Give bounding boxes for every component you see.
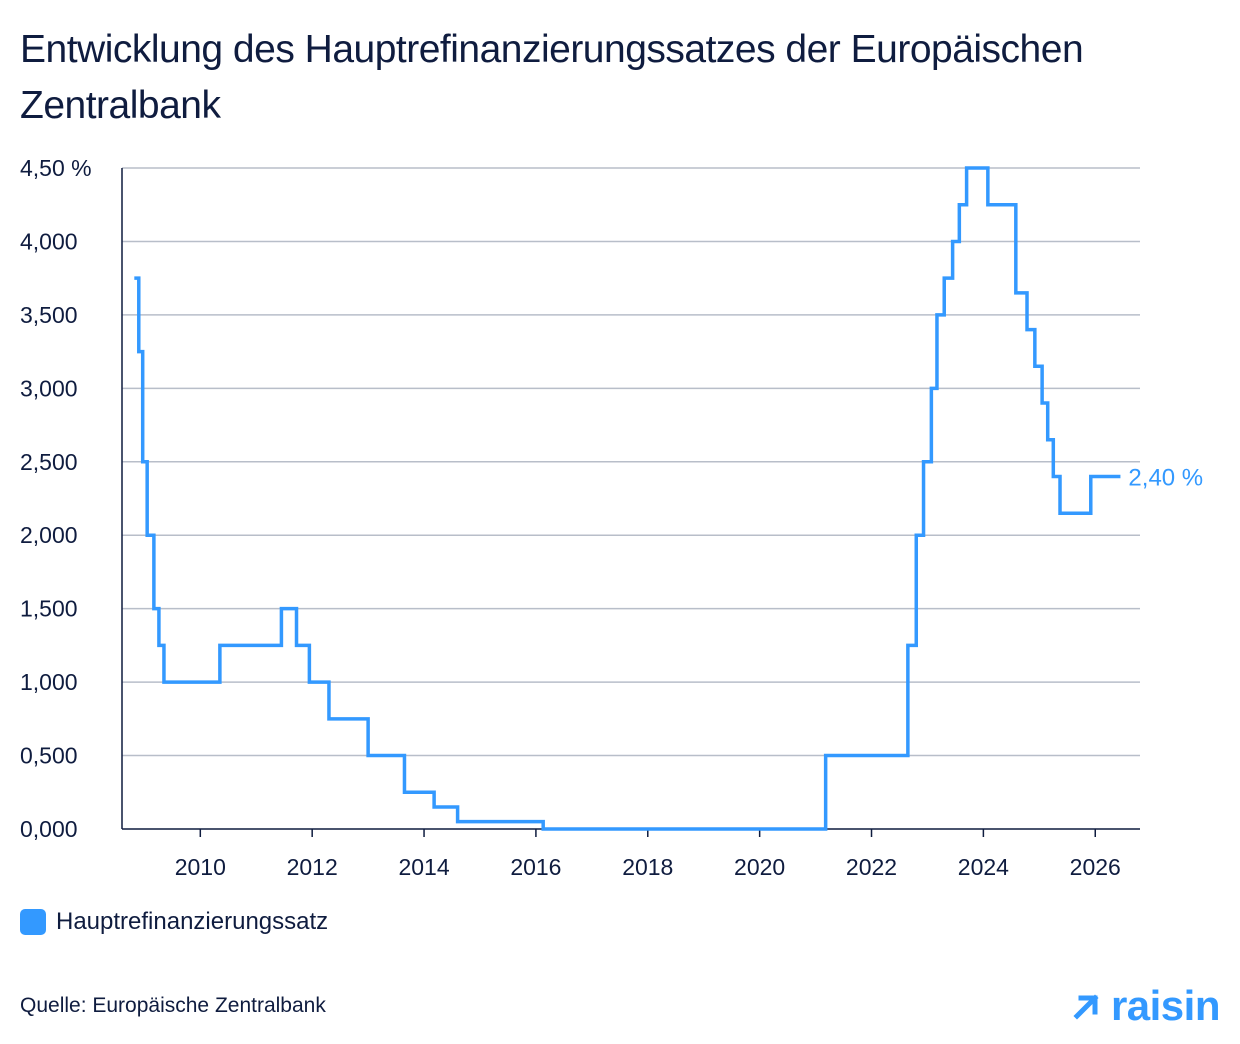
brand-name: raisin [1110,982,1221,1029]
x-tick-label: 2016 [510,854,561,880]
legend-swatch [20,909,46,935]
x-tick-labels: 2010 2012 2014 2016 2018 2020 2022 2024 2026 [175,854,1121,880]
arrow-up-right-icon [1073,994,1099,1020]
y-tick-label: 1,000 [20,669,78,695]
x-tick-label: 2022 [846,854,897,880]
x-tick-label: 2012 [287,854,338,880]
x-tick-label: 2026 [1070,854,1121,880]
x-tick-label: 2014 [398,854,449,880]
chart-title: Entwicklung des Hauptrefinanzierungssatz… [20,28,1084,127]
gridlines [122,167,1140,757]
end-value-label: 2,40 % [1128,464,1203,491]
y-tick-label: 1,500 [20,596,78,622]
legend-label: Hauptrefinanzierungssatz [56,908,329,935]
series-line [134,166,1121,831]
y-tick-label: 0,000 [20,816,78,842]
y-tick-label: 2,000 [20,522,78,548]
y-tick-label: 3,500 [20,302,78,328]
x-tick-label: 2018 [622,854,673,880]
series-layer [134,166,1121,831]
x-tick-label: 2020 [734,854,785,880]
y-tick-label: 4,000 [20,228,78,254]
y-tick-label: 4,50 % [20,155,92,181]
x-tick-label: 2010 [175,854,226,880]
y-tick-labels: 0,000 0,500 1,000 1,500 2,000 2,500 3,000 3,500… [20,155,92,842]
x-tick-label: 2024 [958,854,1009,880]
y-tick-label: 2,500 [20,449,78,475]
axes [121,168,1140,837]
source-note: Quelle: Europäische Zentralbank [20,994,326,1017]
raisin-logo: raisin [1071,982,1221,1030]
y-tick-label: 3,000 [20,375,78,401]
chart-area: 0,000 0,500 1,000 1,500 2,000 2,500 3,000 3,500… [20,155,1203,880]
y-tick-label: 0,500 [20,743,78,769]
legend: Hauptrefinanzierungssatz [20,908,328,936]
data-labels: 2,40 % [1128,464,1203,491]
